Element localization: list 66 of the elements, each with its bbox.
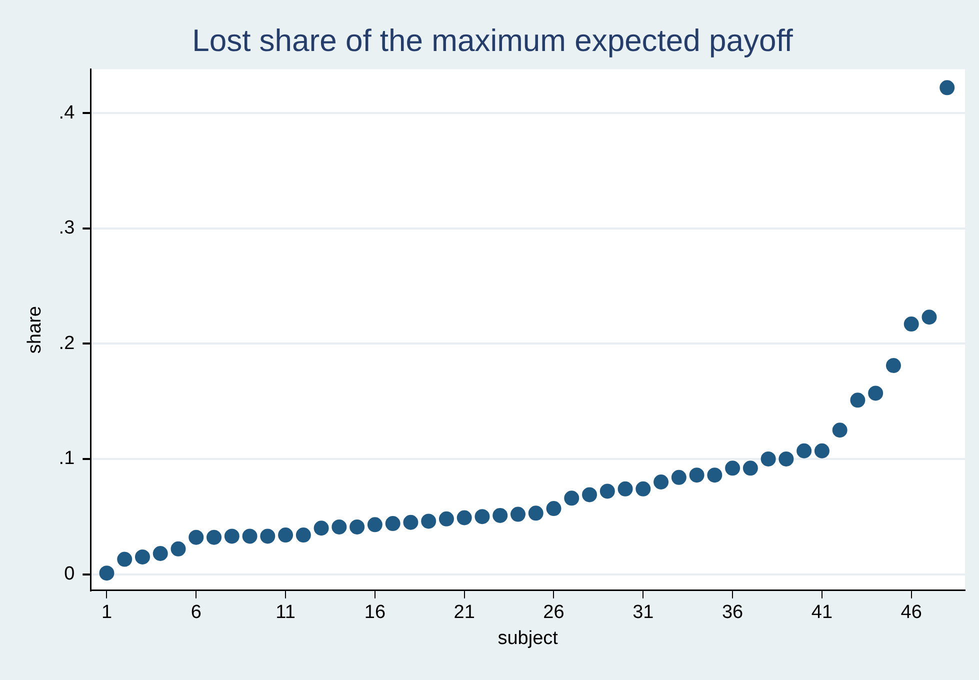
point xyxy=(814,443,830,458)
x-tick-label: 41 xyxy=(811,602,833,624)
y-axis-title: share xyxy=(24,306,46,354)
point xyxy=(868,386,884,401)
point xyxy=(528,506,544,521)
point xyxy=(654,474,669,490)
point xyxy=(135,549,150,564)
point xyxy=(689,468,704,483)
point xyxy=(671,470,686,485)
point xyxy=(850,392,866,408)
point xyxy=(385,516,400,532)
point xyxy=(99,566,114,581)
point xyxy=(832,422,848,438)
y-tick-label: .2 xyxy=(58,332,75,354)
point xyxy=(600,484,615,499)
point xyxy=(474,509,490,524)
point xyxy=(332,519,347,534)
point xyxy=(117,552,132,567)
x-tick-label: 16 xyxy=(364,602,386,624)
point xyxy=(438,511,454,526)
point xyxy=(796,443,812,458)
point xyxy=(367,517,382,532)
point xyxy=(314,520,329,536)
point xyxy=(224,528,240,544)
point xyxy=(546,501,562,516)
point xyxy=(188,530,204,545)
point xyxy=(206,530,222,545)
point xyxy=(170,541,186,556)
point xyxy=(904,316,919,332)
x-tick-label: 31 xyxy=(632,602,654,624)
y-tick-label: .3 xyxy=(58,218,75,239)
point xyxy=(778,451,794,466)
point xyxy=(260,528,276,544)
point xyxy=(618,481,633,496)
x-tick-label: 6 xyxy=(190,602,202,624)
x-tick-label: 11 xyxy=(276,602,296,624)
point xyxy=(564,490,580,506)
point xyxy=(760,451,776,466)
y-tick-label: .1 xyxy=(58,448,75,470)
point xyxy=(421,514,436,529)
point xyxy=(886,358,901,374)
point xyxy=(350,519,365,534)
y-tick-label: 0 xyxy=(64,563,75,584)
x-tick-label: 46 xyxy=(900,602,922,624)
point xyxy=(278,528,294,543)
point xyxy=(725,460,740,476)
point xyxy=(510,506,526,522)
y-tick-label: .4 xyxy=(58,102,76,124)
point xyxy=(636,481,651,496)
point xyxy=(940,80,955,96)
point xyxy=(456,510,472,526)
point xyxy=(742,460,758,476)
x-tick-label: 1 xyxy=(101,602,112,624)
point xyxy=(403,514,418,530)
x-tick-label: 21 xyxy=(454,602,475,624)
point xyxy=(922,310,937,325)
point xyxy=(492,508,508,523)
point xyxy=(296,528,311,543)
point xyxy=(242,528,258,544)
x-tick-label: 36 xyxy=(722,602,744,624)
x-tick-label: 26 xyxy=(543,602,564,624)
point xyxy=(582,487,598,502)
point xyxy=(152,546,168,561)
chart-title: Lost share of the maximum expected payoff xyxy=(192,23,794,58)
x-axis-title: subject xyxy=(498,628,559,649)
point xyxy=(707,468,722,483)
